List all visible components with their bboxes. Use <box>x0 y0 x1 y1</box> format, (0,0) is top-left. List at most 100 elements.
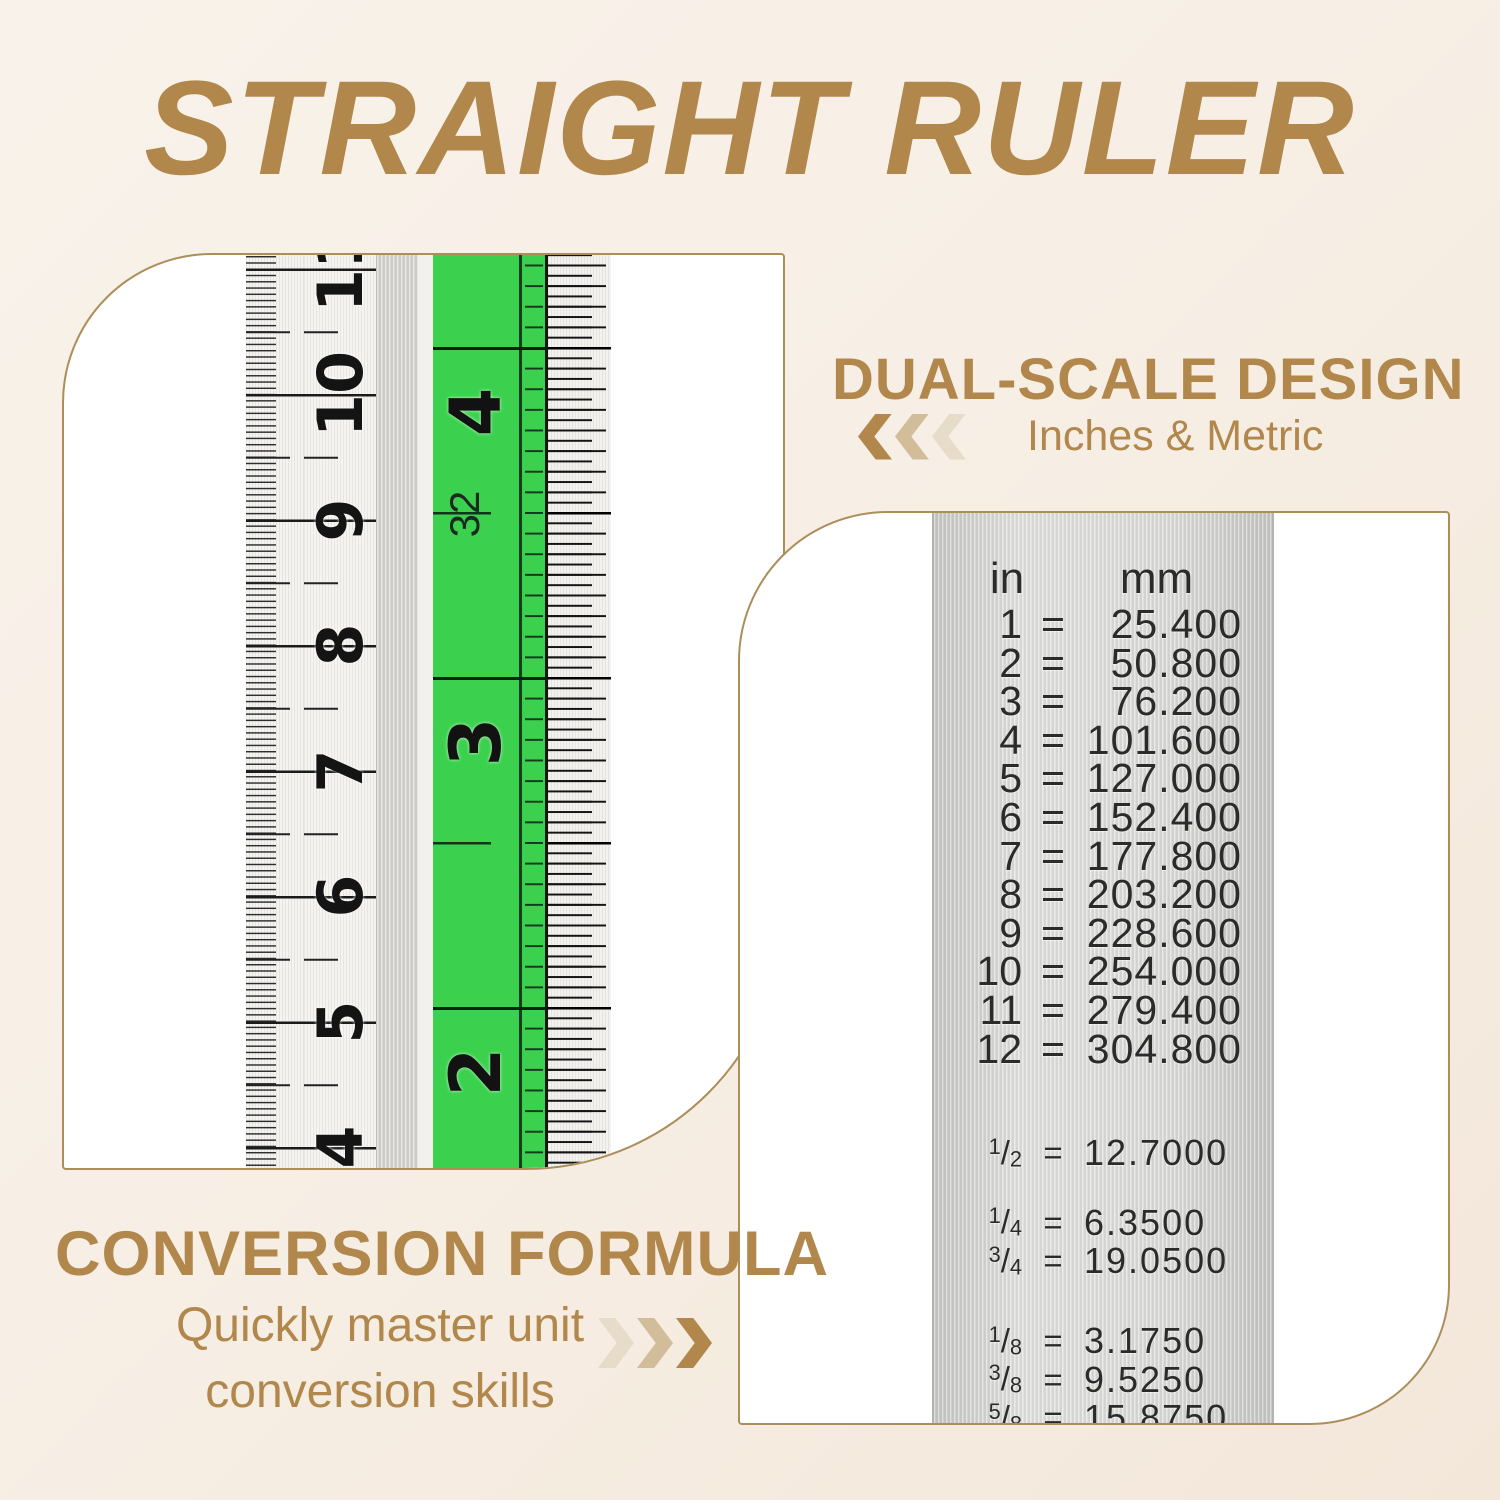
inch-ticks-strip <box>545 255 611 1168</box>
value-inches: 10 <box>976 948 1022 995</box>
value-inches: 5 <box>999 755 1022 802</box>
chevron-right-icon <box>637 1318 673 1368</box>
conversion-row: 1 = 25.400 <box>934 601 1272 647</box>
value-mm: 15.8750 <box>1084 1397 1229 1425</box>
value-inches: 3 <box>999 678 1022 725</box>
conversion-row: 1/2 = 12.7000 <box>934 1132 1272 1174</box>
equals-sign: = <box>1041 832 1065 879</box>
dual-scale-subrow: Inches & Metric <box>858 412 1323 461</box>
value-inches: 1/8 <box>988 1321 1022 1360</box>
cm-number: 5 <box>303 999 377 1044</box>
value-inches: 6 <box>999 793 1022 840</box>
equals-sign: = <box>1041 639 1065 686</box>
conversion-rows: 1 = 25.400 2 = 50.800 3 = 76.200 4 = 101.600 5 = 127.0… <box>934 601 1272 1425</box>
conversion-chevrons <box>598 1318 715 1368</box>
value-mm: 228.600 <box>1086 909 1242 956</box>
equals-sign: = <box>1041 793 1065 840</box>
conversion-row: 1/8 = 3.1750 <box>934 1319 1272 1361</box>
value-inches: 3/4 <box>988 1242 1022 1280</box>
equals-sign: = <box>1041 601 1065 647</box>
value-inches: 2 <box>999 639 1022 686</box>
value-inches: 1 <box>999 601 1022 647</box>
conversion-row: 8 = 203.200 <box>934 871 1272 917</box>
equals-sign: = <box>1043 1134 1063 1172</box>
conversion-row: 10 = 254.000 <box>934 948 1272 994</box>
value-mm: 152.400 <box>1086 793 1242 840</box>
equals-sign: = <box>1041 1025 1065 1072</box>
page-title: STRAIGHT RULER <box>144 54 1356 203</box>
chevron-left-icon <box>895 413 929 460</box>
conversion-row: 5 = 127.000 <box>934 755 1272 801</box>
column-header-mm: mm <box>1119 554 1194 603</box>
value-inches: 4 <box>999 716 1022 763</box>
equals-sign: = <box>1041 948 1065 995</box>
cm-number: 8 <box>303 623 377 667</box>
value-mm: 254.000 <box>1086 948 1242 995</box>
subtitle-line-1: Quickly master unit <box>175 1299 585 1352</box>
value-mm: 3.1750 <box>1084 1319 1207 1361</box>
conversion-row: 7 = 177.800 <box>934 833 1272 879</box>
conversion-row: 5/8 = 15.8750 <box>934 1397 1272 1425</box>
value-mm: 6.3500 <box>1084 1201 1207 1243</box>
equals-sign: = <box>1041 755 1065 802</box>
value-mm: 25.400 <box>1110 601 1242 647</box>
equals-sign: = <box>1041 986 1065 1033</box>
cm-number: 6 <box>303 874 377 918</box>
value-inches: 1/2 <box>988 1133 1022 1172</box>
chevron-left-icon <box>932 413 966 460</box>
conversion-row: 3 = 76.200 <box>934 678 1272 724</box>
equals-sign: = <box>1041 909 1065 956</box>
conversion-row: 9 = 228.600 <box>934 910 1272 956</box>
inch-number: 3 <box>435 717 517 767</box>
value-mm: 12.7000 <box>1084 1132 1229 1174</box>
value-inches: 3/8 <box>988 1360 1022 1398</box>
dual-scale-heading: DUAL-SCALE DESIGN <box>832 347 1465 412</box>
inch-number: 4 <box>435 387 517 437</box>
conversion-row: 11 = 279.400 <box>934 987 1272 1033</box>
value-mm: 304.800 <box>1086 1025 1242 1072</box>
equals-sign: = <box>1041 871 1065 918</box>
conversion-formula-subtitle: Quickly master unit conversion skills <box>100 1293 660 1425</box>
value-mm: 127.000 <box>1086 755 1242 802</box>
metric-mm-ticks <box>246 255 304 1168</box>
conversion-row: 1/4 = 6.3500 <box>934 1201 1272 1243</box>
value-inches: 7 <box>999 832 1022 879</box>
conversion-formula-heading: CONVERSION FORMULA <box>55 1219 829 1289</box>
cm-number: 9 <box>303 497 377 542</box>
value-mm: 19.0500 <box>1084 1240 1229 1282</box>
scale-denominator-label: 32 <box>441 490 488 538</box>
cm-number: 4 <box>303 1125 377 1169</box>
equals-sign: = <box>1043 1203 1063 1241</box>
conversion-row: 3/4 = 19.0500 <box>934 1240 1272 1282</box>
value-mm: 203.200 <box>1086 871 1242 918</box>
chevron-right-icon <box>676 1318 712 1368</box>
value-mm: 50.800 <box>1110 639 1242 686</box>
value-inches: 9 <box>999 909 1022 956</box>
cm-number: 10 <box>303 350 377 438</box>
steel-ruler-image: in mm 1 = 25.400 2 = 50.800 3 = 76.200 4 = 101.600 5… <box>932 513 1274 1423</box>
value-inches: 8 <box>999 871 1022 918</box>
value-inches: 12 <box>976 1025 1022 1072</box>
equals-sign: = <box>1043 1242 1063 1280</box>
equals-sign: = <box>1043 1321 1063 1359</box>
conversion-row: 4 = 101.600 <box>934 717 1272 763</box>
equals-sign: = <box>1043 1360 1063 1398</box>
strip-divider <box>418 255 433 1168</box>
subtitle-line-2: conversion skills <box>205 1365 555 1418</box>
value-mm: 76.200 <box>1110 678 1242 725</box>
conversion-row: 3/8 = 9.5250 <box>934 1359 1272 1400</box>
value-mm: 177.800 <box>1086 832 1242 879</box>
inch-number: 2 <box>435 1047 517 1097</box>
dual-scale-subtitle: Inches & Metric <box>1027 412 1324 460</box>
conversion-row: 12 = 304.800 <box>934 1026 1272 1072</box>
equals-sign: = <box>1041 678 1065 725</box>
equals-sign: = <box>1041 716 1065 763</box>
value-mm: 279.400 <box>1086 986 1242 1033</box>
value-mm: 101.600 <box>1086 716 1242 763</box>
conversion-table-panel: in mm 1 = 25.400 2 = 50.800 3 = 76.200 4 = 101.600 5… <box>738 511 1450 1425</box>
column-header-in: in <box>989 554 1025 603</box>
aluminum-strip <box>377 255 418 1168</box>
